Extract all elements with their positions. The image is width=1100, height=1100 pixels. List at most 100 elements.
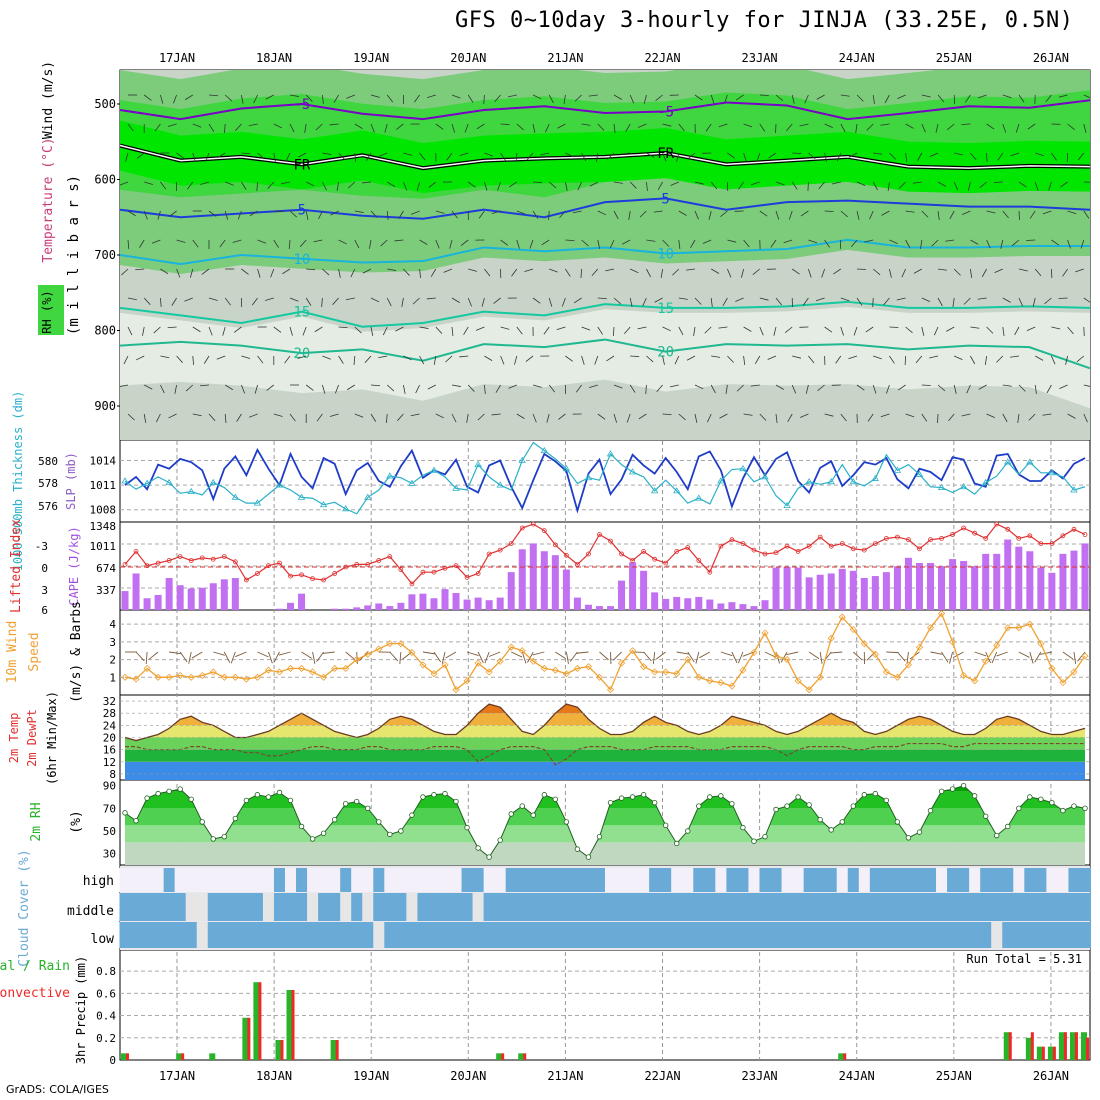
cloud-cell	[958, 922, 970, 948]
wind-barb	[657, 181, 663, 190]
cloud-cell	[273, 868, 286, 892]
wind-speed-marker	[540, 664, 548, 673]
wind-barb	[920, 239, 923, 249]
wind-barb	[370, 326, 374, 336]
cape-bar	[209, 583, 217, 610]
wind-barb	[241, 152, 251, 155]
cloud-cell	[428, 868, 440, 892]
thickness-marker	[275, 481, 284, 488]
isotherm-line	[120, 99, 1090, 121]
cape-bar	[165, 578, 173, 610]
wind-barb	[556, 326, 566, 331]
wind-barb	[369, 239, 372, 249]
wind-barb	[500, 239, 509, 246]
cloud-cell	[351, 868, 363, 892]
cape-bar	[739, 604, 747, 610]
cape-bar	[143, 598, 151, 610]
cape-bar	[904, 557, 912, 610]
wind-barb	[394, 239, 404, 242]
wind-barb	[840, 297, 850, 302]
wind-barb-10m	[322, 651, 335, 654]
lifted-index-marker	[266, 563, 271, 569]
wind-barb	[1011, 239, 1020, 247]
wind-barb	[595, 152, 599, 162]
wind-barb	[411, 210, 420, 215]
cloud-cell	[516, 868, 529, 892]
wind-barb	[655, 94, 663, 101]
wind-barb	[581, 326, 591, 331]
wind-barb	[905, 413, 915, 418]
cape-bar	[595, 606, 603, 610]
wind-barb	[142, 326, 145, 336]
cape-bar	[794, 567, 802, 610]
rh-marker	[960, 782, 967, 789]
wind-barb	[743, 152, 747, 162]
wind-barb	[127, 297, 137, 301]
wind-barb	[931, 239, 939, 247]
precip-axis-label: 3hr Precip (mm)	[74, 956, 88, 1064]
wind-barb	[905, 210, 915, 213]
precip-convective-bar	[258, 982, 262, 1060]
wind-barb	[412, 297, 420, 305]
wind-barb	[880, 123, 890, 126]
wind-barb	[265, 94, 274, 100]
lifted-index-marker	[817, 534, 823, 540]
lifted-index-marker	[806, 543, 812, 549]
wind-barb	[727, 152, 736, 159]
wind-barb	[775, 413, 778, 423]
wind-barb	[449, 239, 453, 249]
wind-barb	[476, 123, 485, 130]
wind-barb	[965, 94, 971, 103]
wind-barb	[921, 413, 928, 422]
wind-barb-10m	[441, 651, 446, 664]
cloud-cell	[759, 922, 772, 948]
wind-barb	[273, 413, 283, 417]
wind-speed-marker	[1026, 620, 1034, 628]
wind-barb	[704, 326, 712, 334]
cape-bar	[761, 600, 769, 610]
wind-barb	[802, 297, 809, 306]
rh-legend-label: RH (%)	[40, 290, 54, 333]
wind-barb	[362, 181, 372, 184]
cloud-cell	[1068, 868, 1080, 892]
cloud-cell	[196, 893, 209, 921]
cloud-cell	[207, 922, 220, 948]
wind-barb	[205, 152, 210, 162]
wind-barb-10m	[886, 651, 899, 654]
wind-barb	[1017, 413, 1020, 423]
cloud-cell	[858, 893, 871, 921]
wind-barb	[192, 239, 199, 248]
cloud-cell	[296, 922, 308, 948]
cloud-cell	[527, 922, 540, 948]
wind-barb	[1018, 297, 1024, 307]
cloud-cell	[439, 922, 452, 948]
cloud-cell	[185, 893, 198, 921]
wind-barb-10m	[676, 651, 689, 655]
rh-marker	[409, 812, 415, 818]
lifted-index-marker	[652, 556, 658, 562]
wind-barb	[478, 210, 485, 219]
wind-barb-10m	[974, 651, 987, 657]
cloud-cell	[373, 893, 385, 921]
cloud-cell	[1035, 868, 1047, 892]
wind-barb	[330, 210, 339, 216]
wind-barb	[289, 413, 296, 422]
rh-marker	[861, 792, 868, 798]
cape-bar	[463, 599, 471, 610]
wind-barb	[545, 123, 550, 133]
precip-total-bar	[1036, 1046, 1043, 1060]
wind-barb	[678, 297, 688, 300]
wind-barb	[176, 239, 186, 243]
cloud-cell	[1035, 922, 1047, 948]
rh-marker	[541, 792, 548, 798]
cape-bar	[971, 566, 979, 610]
wind-barb	[241, 384, 245, 394]
rh-marker	[640, 792, 647, 798]
precip-total-bar	[496, 1053, 503, 1060]
wind-barb-10m	[643, 651, 652, 662]
wind-barb	[208, 123, 215, 132]
cape-bar	[287, 602, 295, 610]
wind-barb	[237, 210, 242, 220]
lifted-index-marker	[983, 536, 989, 541]
